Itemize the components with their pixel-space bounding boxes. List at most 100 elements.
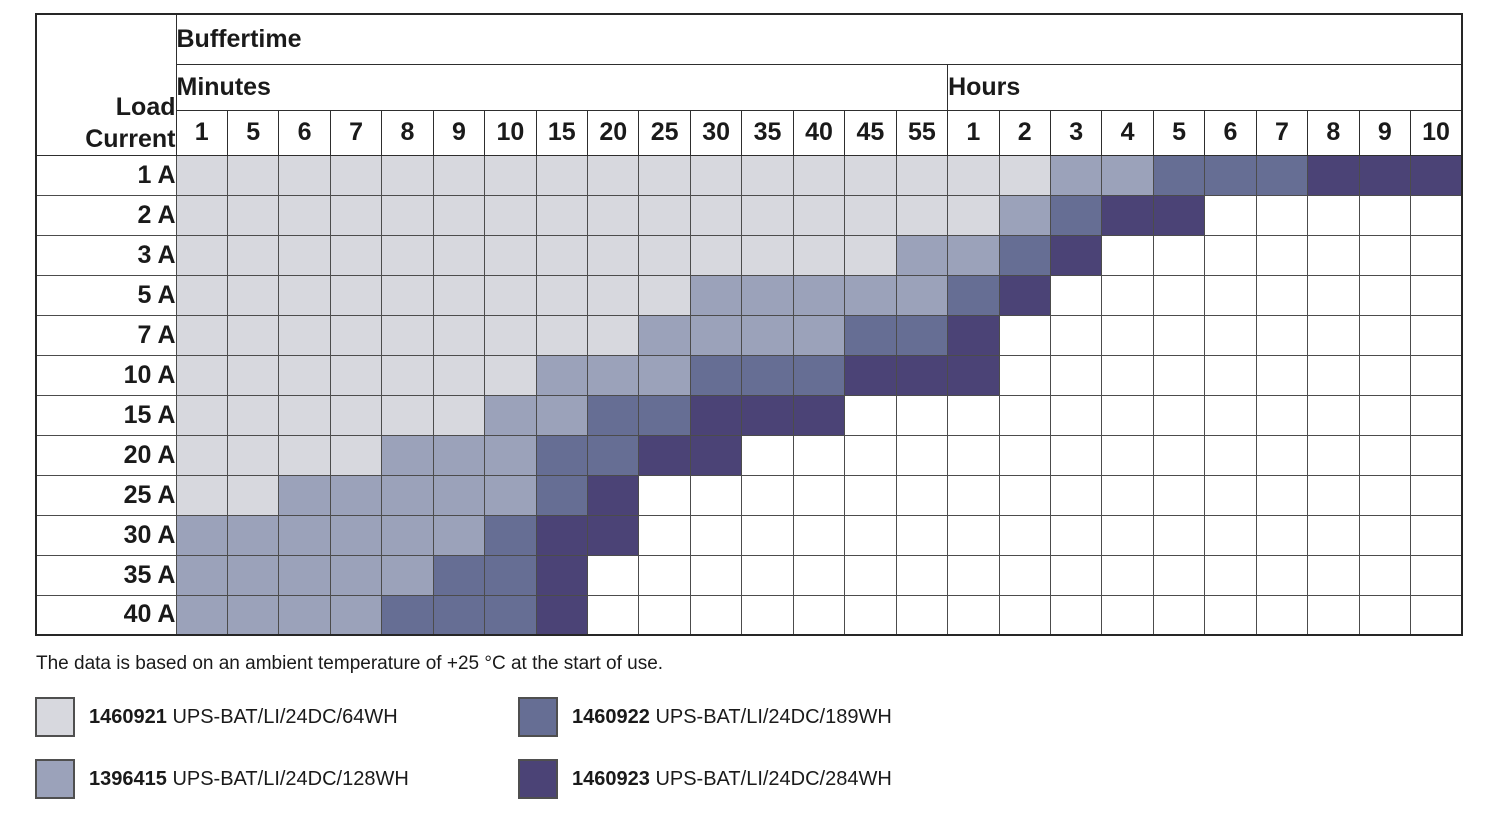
cell-1460923 xyxy=(947,354,1000,396)
tick-minutes-1: 1 xyxy=(175,109,228,156)
cell-empty xyxy=(1410,234,1463,276)
cell-1460921 xyxy=(844,234,897,276)
tick-minutes-35: 35 xyxy=(741,109,794,156)
cell-empty xyxy=(1255,474,1309,516)
cell-empty xyxy=(1255,594,1309,636)
cell-empty xyxy=(792,514,846,556)
cell-empty xyxy=(1255,514,1309,556)
cell-1396415 xyxy=(226,514,280,556)
cell-empty xyxy=(1101,474,1154,516)
cell-1396415 xyxy=(432,434,486,476)
cell-empty xyxy=(1307,354,1360,396)
cell-empty xyxy=(1101,354,1154,396)
legend-code: 1460922 xyxy=(572,705,650,728)
cell-1460923 xyxy=(895,354,949,396)
cell-1396415 xyxy=(278,594,331,636)
cell-1396415 xyxy=(484,474,537,516)
cell-1460923 xyxy=(689,394,743,436)
tick-hours-3: 3 xyxy=(1049,109,1103,156)
cell-empty xyxy=(1101,314,1154,356)
row-5a: 5 A xyxy=(35,274,1463,316)
legend-label: 1460922 UPS-BAT/LI/24DC/189WH xyxy=(572,706,892,729)
cell-empty xyxy=(895,474,949,516)
cell-1460921 xyxy=(432,314,486,356)
cell-empty xyxy=(1307,194,1360,236)
cell-empty xyxy=(741,514,794,556)
cell-1460923 xyxy=(535,554,589,596)
tick-minutes-8: 8 xyxy=(381,109,434,156)
cell-1460921 xyxy=(175,434,228,476)
cell-1460921 xyxy=(484,154,537,196)
cell-1460923 xyxy=(1410,154,1463,196)
tick-minutes-9: 9 xyxy=(432,109,486,156)
cell-1460921 xyxy=(432,354,486,396)
cell-1460922 xyxy=(535,434,589,476)
cell-empty xyxy=(1255,194,1309,236)
cell-1460921 xyxy=(947,194,1000,236)
cell-1460921 xyxy=(226,194,280,236)
cell-1460921 xyxy=(586,274,640,316)
cell-1396415 xyxy=(175,514,228,556)
cell-1460921 xyxy=(586,154,640,196)
cell-empty xyxy=(1307,594,1360,636)
cell-1460921 xyxy=(792,194,846,236)
cell-empty xyxy=(638,594,691,636)
tick-minutes-15: 15 xyxy=(535,109,589,156)
cell-1460922 xyxy=(432,594,486,636)
cell-1460921 xyxy=(278,394,331,436)
cell-empty xyxy=(947,434,1000,476)
load-current-line1: Load xyxy=(115,92,176,121)
load-current-line2: Current xyxy=(85,124,176,153)
cell-1396415 xyxy=(1101,154,1154,196)
cell-empty xyxy=(1204,194,1257,236)
cell-empty xyxy=(1307,314,1360,356)
cell-1460923 xyxy=(1101,194,1154,236)
row-15a: 15 A xyxy=(35,394,1463,436)
cell-empty xyxy=(1049,554,1103,596)
legend-code: 1396415 xyxy=(89,767,167,790)
row-label: 30 A xyxy=(35,514,177,556)
cell-1460921 xyxy=(175,354,228,396)
cell-1460921 xyxy=(381,394,434,436)
cell-1460921 xyxy=(586,314,640,356)
cell-empty xyxy=(1358,514,1412,556)
swatch-284wh xyxy=(518,759,558,799)
swatch-64wh xyxy=(35,697,75,737)
cell-empty xyxy=(1101,394,1154,436)
cell-1460921 xyxy=(586,234,640,276)
cell-1460921 xyxy=(844,154,897,196)
tick-minutes-20: 20 xyxy=(586,109,640,156)
cell-empty xyxy=(689,474,743,516)
cell-1460923 xyxy=(586,514,640,556)
cell-empty xyxy=(1152,314,1206,356)
cell-1396415 xyxy=(638,354,691,396)
cell-1460921 xyxy=(535,154,589,196)
cell-1460921 xyxy=(226,474,280,516)
cell-1460922 xyxy=(484,594,537,636)
cell-1460921 xyxy=(381,194,434,236)
legend-item-1396415: 1396415 UPS-BAT/LI/24DC/128WH xyxy=(35,759,518,799)
cell-empty xyxy=(1307,554,1360,596)
cell-1460921 xyxy=(689,234,743,276)
cell-1460923 xyxy=(1049,234,1103,276)
cell-empty xyxy=(844,554,897,596)
cell-1460921 xyxy=(329,234,383,276)
cell-empty xyxy=(1255,554,1309,596)
cell-1396415 xyxy=(329,514,383,556)
cell-1396415 xyxy=(1049,154,1103,196)
cell-empty xyxy=(1255,394,1309,436)
cell-empty xyxy=(1358,274,1412,316)
cell-empty xyxy=(1152,274,1206,316)
cell-empty xyxy=(586,594,640,636)
cell-1460922 xyxy=(484,554,537,596)
row-10a: 10 A xyxy=(35,354,1463,396)
cell-empty xyxy=(1101,434,1154,476)
cell-empty xyxy=(1255,234,1309,276)
cell-empty xyxy=(586,554,640,596)
legend-name: UPS-BAT/LI/24DC/189WH xyxy=(655,705,892,728)
cell-1460921 xyxy=(175,474,228,516)
cell-empty xyxy=(1255,434,1309,476)
legend-name: UPS-BAT/LI/24DC/64WH xyxy=(172,705,398,728)
